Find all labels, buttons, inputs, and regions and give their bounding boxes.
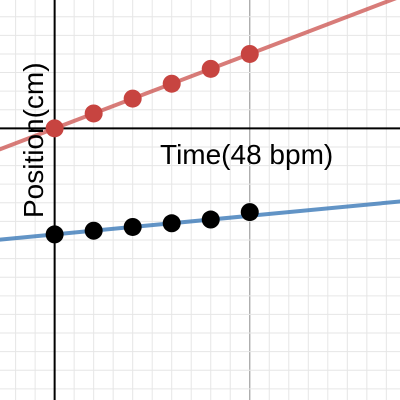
series-2-point (201, 210, 220, 229)
series-1-point (162, 74, 181, 93)
series-1-point (240, 44, 259, 63)
series-1-point (84, 104, 103, 123)
series-2-point (123, 217, 142, 236)
series-2-point (45, 225, 64, 244)
series-1-point (201, 59, 220, 78)
series-2-point (162, 214, 181, 233)
series-2-point (84, 221, 103, 240)
x-axis-label: Time(48 bpm) (160, 139, 333, 170)
trendlines (0, 0, 400, 242)
data-points (45, 44, 259, 244)
series-1-trendline (0, 0, 397, 152)
series-2-trendline (0, 199, 400, 242)
y-axis-label: Position(cm) (18, 62, 49, 218)
series-2-point (240, 203, 259, 222)
series-1-point (45, 119, 64, 138)
series-1-point (123, 89, 142, 108)
